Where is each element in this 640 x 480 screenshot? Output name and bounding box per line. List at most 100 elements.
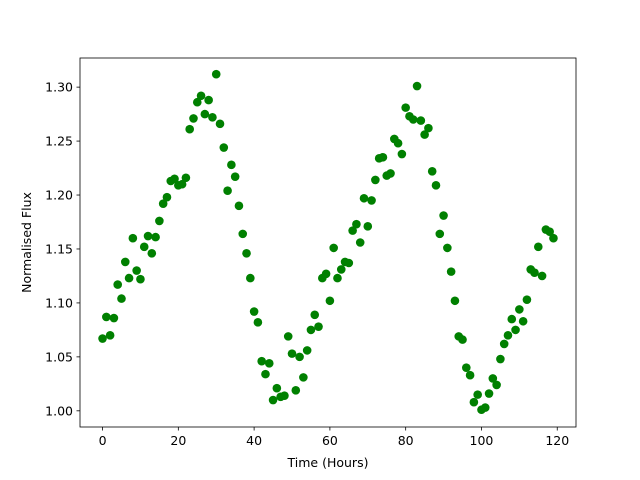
data-point	[530, 268, 539, 278]
data-point	[416, 116, 426, 125]
data-point	[518, 316, 528, 326]
data-point	[280, 391, 289, 401]
data-point	[344, 258, 354, 268]
data-point	[446, 267, 456, 276]
data-point	[401, 103, 410, 112]
data-point	[189, 114, 198, 123]
data-point	[378, 152, 388, 162]
data-point	[469, 397, 479, 407]
data-point	[139, 242, 149, 252]
data-point	[408, 115, 418, 124]
data-point	[102, 312, 111, 322]
data-point	[204, 95, 213, 105]
data-point	[264, 359, 274, 368]
data-point	[462, 363, 471, 372]
data-point	[124, 273, 134, 283]
data-point	[132, 266, 141, 275]
data-point	[439, 211, 448, 220]
data-point	[363, 222, 373, 231]
data-point	[545, 227, 554, 237]
data-point	[348, 226, 357, 235]
data-point	[427, 166, 437, 176]
data-point	[181, 173, 191, 183]
data-point	[537, 271, 547, 281]
data-point	[371, 175, 380, 185]
data-point	[515, 305, 524, 314]
data-point	[249, 307, 259, 316]
y-tick-label: 1.10	[45, 295, 73, 310]
data-point	[310, 310, 320, 320]
data-point	[120, 257, 130, 267]
data-point	[170, 174, 179, 184]
data-point	[549, 233, 558, 243]
data-point	[465, 370, 475, 380]
data-point	[208, 113, 217, 122]
y-tick-label: 1.30	[45, 80, 73, 95]
data-point	[386, 169, 395, 178]
data-point	[333, 273, 342, 283]
data-point	[155, 216, 164, 226]
data-point	[109, 313, 119, 323]
data-point	[268, 395, 278, 405]
x-tick-label: 60	[322, 433, 338, 448]
data-point	[458, 335, 467, 344]
x-tick-label: 120	[545, 433, 569, 448]
data-point	[314, 322, 323, 331]
data-point	[499, 339, 509, 349]
data-point	[397, 149, 407, 159]
data-point	[105, 330, 115, 340]
data-point	[242, 248, 251, 258]
data-point	[484, 389, 494, 398]
data-point	[420, 130, 429, 139]
data-point	[511, 325, 520, 335]
data-point	[291, 386, 301, 395]
data-point	[325, 296, 335, 306]
y-tick-label: 1.20	[45, 188, 73, 203]
data-point	[533, 242, 543, 252]
data-point	[321, 269, 331, 279]
data-point	[431, 181, 441, 190]
data-point	[200, 109, 210, 119]
x-tick-label: 100	[470, 433, 494, 448]
y-axis-label: Normalised Flux	[19, 192, 34, 293]
data-point	[295, 352, 304, 362]
data-point	[261, 369, 270, 379]
data-point	[522, 295, 532, 304]
data-point	[283, 332, 293, 341]
data-point	[192, 97, 202, 107]
y-tick-label: 1.25	[45, 134, 73, 149]
data-point	[492, 380, 501, 390]
data-point	[272, 383, 282, 393]
data-point	[435, 229, 445, 239]
data-point	[158, 199, 168, 208]
data-point	[496, 354, 505, 364]
data-point	[424, 123, 433, 133]
y-tick-label: 1.05	[45, 349, 73, 364]
data-point	[367, 196, 376, 205]
data-point	[412, 81, 422, 91]
data-point	[450, 296, 460, 306]
data-point	[306, 325, 316, 335]
data-point	[177, 179, 187, 189]
data-point	[215, 119, 225, 129]
data-point	[136, 274, 145, 284]
x-tick-label: 80	[398, 433, 414, 448]
y-tick-label: 1.00	[45, 403, 73, 418]
data-point	[128, 233, 138, 243]
data-point	[355, 238, 365, 247]
data-point	[473, 390, 482, 399]
data-point	[480, 403, 490, 412]
data-point	[503, 330, 513, 340]
data-point	[336, 265, 346, 274]
data-point	[443, 243, 452, 253]
x-tick-label: 40	[246, 433, 262, 448]
data-point	[113, 280, 123, 289]
data-point	[299, 373, 308, 382]
data-point	[393, 138, 403, 148]
data-point	[287, 349, 297, 358]
data-point	[359, 193, 369, 203]
data-point	[488, 374, 498, 383]
data-point	[246, 273, 255, 283]
